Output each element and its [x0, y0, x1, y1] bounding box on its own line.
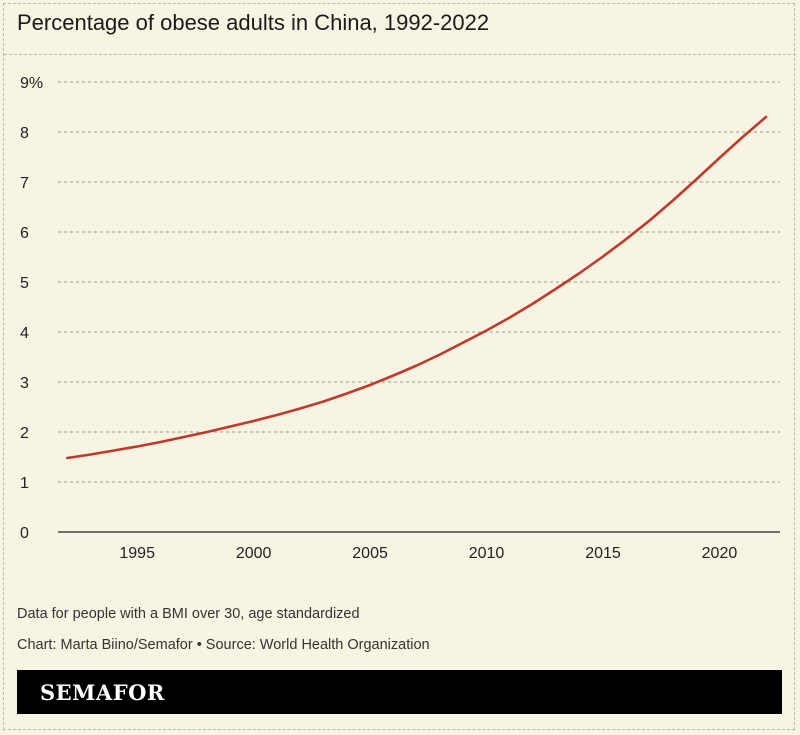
brand-footer: SEMAFOR: [17, 670, 782, 714]
y-tick-label: 8: [20, 125, 29, 142]
y-tick-label: 0: [20, 525, 29, 542]
line-chart: 0 1 2 3 4 5 6 7 8 9% 1995 2000 2005 2010 2015 2020: [20, 75, 780, 562]
y-tick-label: 2: [20, 425, 29, 442]
x-tick-label: 2020: [702, 545, 738, 562]
y-tick-label: 3: [20, 375, 29, 392]
y-tick-label: 6: [20, 225, 29, 242]
title-divider: [4, 54, 796, 55]
y-tick-label: 1: [20, 475, 29, 492]
y-tick-label: 9%: [20, 75, 43, 92]
x-tick-label: 2015: [585, 545, 621, 562]
data-note: Data for people with a BMI over 30, age …: [17, 606, 360, 622]
y-tick-label: 4: [20, 325, 29, 342]
x-tick-label: 2005: [352, 545, 388, 562]
credit-line: Chart: Marta Biino/Semafor • Source: Wor…: [17, 637, 430, 653]
x-tick-label: 2000: [236, 545, 272, 562]
y-tick-label: 5: [20, 275, 29, 292]
y-tick-label: 7: [20, 175, 29, 192]
x-tick-label: 1995: [119, 545, 155, 562]
series-line: [66, 115, 768, 460]
chart-frame: [3, 3, 795, 730]
x-tick-label: 2010: [469, 545, 505, 562]
semafor-logo: SEMAFOR: [40, 680, 165, 705]
chart-title: Percentage of obese adults in China, 199…: [17, 10, 490, 35]
